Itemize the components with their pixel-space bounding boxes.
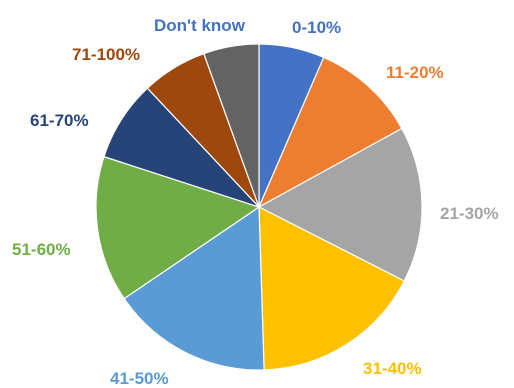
pie-slice-41-50pct (123, 205, 265, 371)
slice-label-0-10pct: 0-10% (292, 18, 341, 37)
slice-label-71-100pct: 71-100% (72, 45, 140, 64)
slice-label-51-60pct: 51-60% (12, 240, 71, 259)
pie-slice-21-30pct (257, 127, 423, 282)
pie-slice-11-20pct (257, 56, 403, 209)
slice-label-41-50pct: 41-50% (110, 369, 169, 388)
slice-label-dont-know: Don't know (154, 16, 246, 35)
pie-slice-dont-know (203, 43, 260, 208)
pie-slice-51-60pct (95, 155, 261, 300)
pie-slice-31-40pct (258, 206, 406, 371)
slice-label-21-30pct: 21-30% (440, 204, 499, 223)
slice-label-31-40pct: 31-40% (363, 359, 422, 378)
slice-label-61-70pct: 61-70% (30, 111, 89, 130)
pie-labels: 0-10% 11-20% 21-30% 31-40% 41-50% 51-60% 61-70… (12, 16, 499, 388)
pie-slices (95, 43, 423, 371)
slice-label-11-20pct: 11-20% (386, 63, 444, 82)
